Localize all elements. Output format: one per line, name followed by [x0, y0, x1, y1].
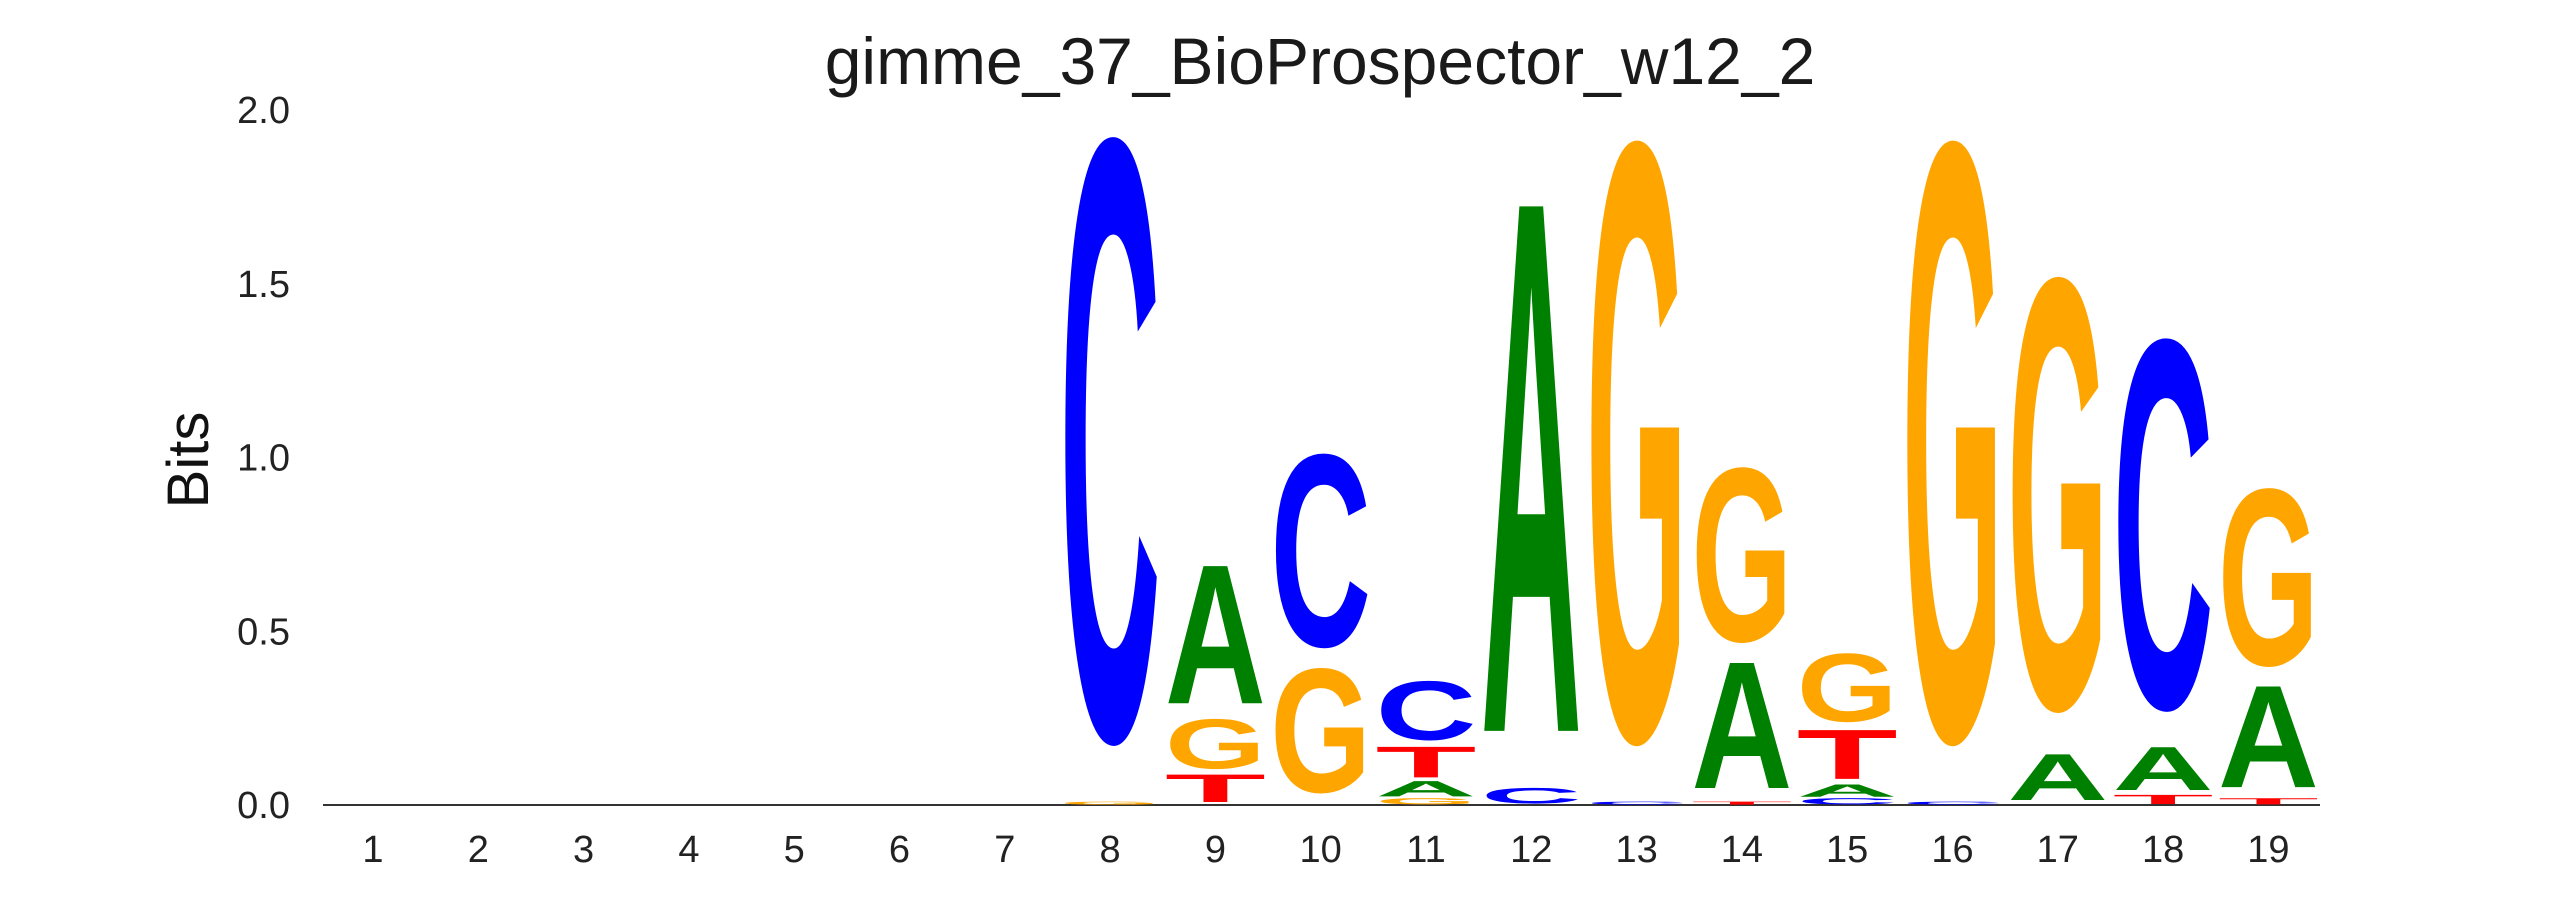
x-tick-label: 10	[1300, 829, 1342, 871]
logo-letter-G: G	[1797, 634, 1898, 743]
x-tick-label: 13	[1615, 829, 1657, 871]
x-tick-label: 6	[889, 829, 910, 871]
logo-letter-A: A	[1481, 42, 1582, 893]
logo-letter-G: G	[2218, 436, 2319, 719]
y-tick-label: 1.5	[237, 264, 290, 306]
y-tick-label: 1.0	[237, 438, 290, 480]
logo-letter-C: C	[1481, 783, 1582, 808]
x-tick-label: 18	[2142, 829, 2184, 871]
logo-letter-C: C	[1376, 665, 1477, 758]
logo-letter-A: A	[2218, 655, 2319, 819]
logo-letter-G: G	[2007, 151, 2108, 839]
logo-letter-G: G	[1902, 0, 2003, 900]
logo-letter-T: T	[2218, 796, 2319, 806]
logo-letter-C: C	[1586, 801, 1687, 806]
logo-letter-C: C	[2113, 230, 2214, 819]
x-tick-label: 1	[362, 829, 383, 871]
y-tick-label: 0.0	[237, 785, 290, 827]
logo-letter-T: T	[1376, 737, 1477, 787]
y-tick-label: 0.5	[237, 611, 290, 653]
x-tick-label: 15	[1826, 829, 1868, 871]
logo-letter-A: A	[1797, 781, 1898, 801]
logo-letter-A: A	[1165, 523, 1266, 746]
logo-letter-C: C	[1060, 0, 1161, 900]
y-tick-label: 2.0	[237, 90, 290, 132]
y-axis-label: Bits	[156, 412, 221, 509]
x-tick-label: 2	[468, 829, 489, 871]
logo-letter-A: A	[1376, 776, 1477, 801]
x-tick-label: 8	[1100, 829, 1121, 871]
x-tick-label: 4	[678, 829, 699, 871]
y-axis-ticks: 0.0 0.5 1.0 1.5 2.0	[237, 90, 290, 827]
x-tick-label: 3	[573, 829, 594, 871]
x-tick-label: 14	[1721, 829, 1763, 871]
logo-letter-G: G	[1270, 631, 1371, 830]
x-tick-label: 11	[1406, 829, 1445, 871]
logo-letter-C: C	[1270, 399, 1371, 705]
logo-letter-A: A	[1691, 624, 1792, 827]
x-tick-label: 7	[994, 829, 1015, 871]
logo-letter-T: T	[1165, 766, 1266, 810]
logo-letter-A: A	[2113, 734, 2214, 803]
x-axis-ticks: 1 2 3 4 5 6 7 8 9 10 11 12 13 14 15 16 17 18 19	[362, 829, 2289, 871]
logo-letter-T: T	[1691, 801, 1792, 806]
x-tick-label: 16	[1931, 829, 1973, 871]
x-tick-label: 9	[1205, 829, 1226, 871]
x-tick-label: 17	[2037, 829, 2079, 871]
logo-letter-G: G	[1376, 796, 1477, 806]
logo-letter-C: C	[1902, 801, 2003, 806]
x-tick-label: 19	[2247, 829, 2289, 871]
x-tick-label: 12	[1510, 829, 1552, 871]
logo-letter-G: G	[1586, 0, 1687, 900]
logo-letter-T: T	[1797, 715, 1898, 794]
logo-letter-G: G	[1165, 705, 1266, 784]
logo-letter-A: A	[2007, 741, 2108, 815]
x-tick-label: 5	[784, 829, 805, 871]
logo-letter-C: C	[1797, 796, 1898, 806]
logo-letter-G: G	[1691, 416, 1792, 693]
logo-letter-G: G	[1060, 801, 1161, 806]
logo-letter-T: T	[2113, 792, 2214, 807]
chart-title: gimme_37_BioProspector_w12_2	[825, 24, 1816, 98]
